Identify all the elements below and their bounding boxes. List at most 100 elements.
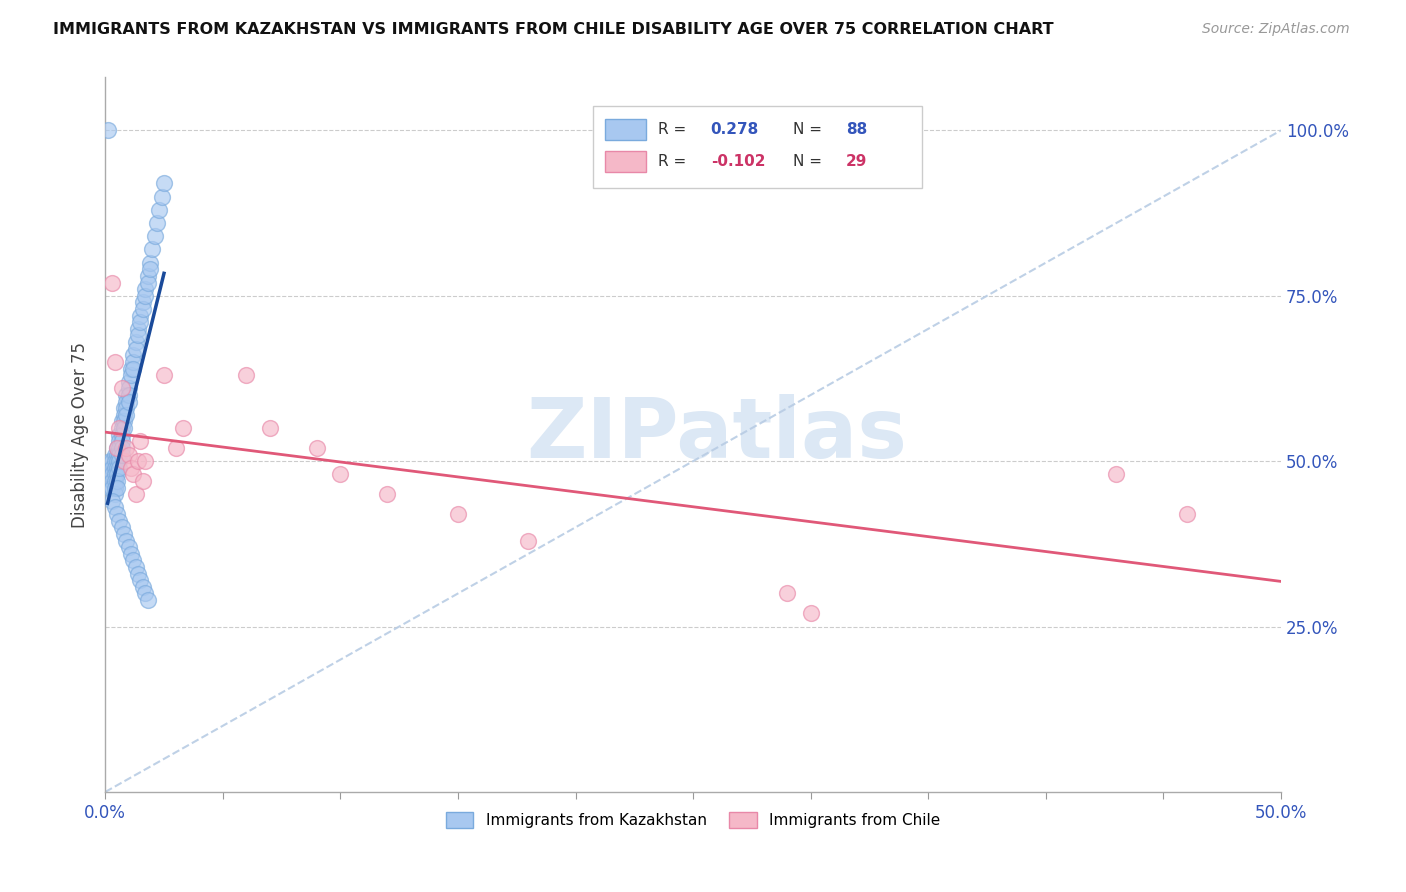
Point xyxy=(112,414,135,428)
Point xyxy=(134,289,156,303)
Point xyxy=(115,441,138,455)
Point xyxy=(108,454,131,468)
Point xyxy=(111,441,134,455)
Text: R =: R = xyxy=(658,122,690,137)
Text: 88: 88 xyxy=(846,122,868,137)
Point xyxy=(143,229,166,244)
Y-axis label: Disability Age Over 75: Disability Age Over 75 xyxy=(72,342,89,528)
Point xyxy=(111,448,134,462)
Point xyxy=(101,494,124,508)
Point xyxy=(115,533,138,548)
Point xyxy=(125,342,148,356)
Point xyxy=(112,408,135,422)
Point xyxy=(129,309,152,323)
Point xyxy=(172,421,194,435)
Point xyxy=(132,295,155,310)
Point xyxy=(118,381,141,395)
Point xyxy=(134,282,156,296)
Point xyxy=(98,467,121,482)
Bar xyxy=(605,119,645,140)
Point xyxy=(120,361,142,376)
Point xyxy=(111,427,134,442)
Point xyxy=(377,487,399,501)
Point xyxy=(800,607,823,621)
Point xyxy=(104,474,127,488)
Point xyxy=(118,540,141,554)
Point xyxy=(329,467,352,482)
Point xyxy=(104,481,127,495)
Point xyxy=(139,262,162,277)
Point xyxy=(105,474,128,488)
Point xyxy=(122,355,145,369)
Point xyxy=(153,368,176,383)
Point xyxy=(127,322,149,336)
Point xyxy=(104,355,127,369)
Point xyxy=(105,460,128,475)
Point xyxy=(776,586,799,600)
Point xyxy=(108,514,131,528)
Text: 0.278: 0.278 xyxy=(710,122,759,137)
Point xyxy=(112,527,135,541)
Point xyxy=(122,348,145,362)
Point xyxy=(122,361,145,376)
Point xyxy=(112,401,135,416)
Point xyxy=(125,334,148,349)
Point xyxy=(101,460,124,475)
Point xyxy=(122,467,145,482)
Point xyxy=(132,474,155,488)
Point xyxy=(129,434,152,449)
Point xyxy=(129,315,152,329)
Text: N =: N = xyxy=(793,154,827,169)
Point xyxy=(104,500,127,515)
Point xyxy=(104,454,127,468)
Point xyxy=(134,586,156,600)
Point xyxy=(115,408,138,422)
Point xyxy=(146,216,169,230)
Point xyxy=(112,421,135,435)
Point xyxy=(101,474,124,488)
Point xyxy=(108,448,131,462)
Point xyxy=(108,421,131,435)
Bar xyxy=(605,151,645,172)
Point xyxy=(129,574,152,588)
Point xyxy=(111,520,134,534)
Point xyxy=(235,368,257,383)
Point xyxy=(118,388,141,402)
Point xyxy=(111,421,134,435)
Point xyxy=(148,202,170,217)
Point xyxy=(120,460,142,475)
Point xyxy=(150,189,173,203)
Point xyxy=(98,454,121,468)
Point xyxy=(118,375,141,389)
Point xyxy=(111,434,134,449)
Point xyxy=(127,566,149,581)
Text: Source: ZipAtlas.com: Source: ZipAtlas.com xyxy=(1202,22,1350,37)
Point xyxy=(108,441,131,455)
Text: R =: R = xyxy=(658,154,690,169)
Point xyxy=(104,448,127,462)
Point xyxy=(105,441,128,455)
Point xyxy=(139,255,162,269)
Point xyxy=(120,368,142,383)
Point xyxy=(111,381,134,395)
Point xyxy=(115,401,138,416)
Point xyxy=(105,507,128,521)
Point xyxy=(98,481,121,495)
Point xyxy=(165,441,187,455)
Point xyxy=(127,328,149,343)
Point xyxy=(101,276,124,290)
Point xyxy=(105,454,128,468)
Point xyxy=(118,448,141,462)
Point xyxy=(127,454,149,468)
Point xyxy=(132,301,155,316)
Point xyxy=(104,487,127,501)
Point xyxy=(104,460,127,475)
Point xyxy=(125,560,148,574)
Point xyxy=(108,427,131,442)
Point xyxy=(104,467,127,482)
Point xyxy=(447,507,470,521)
Point xyxy=(115,394,138,409)
Point xyxy=(101,467,124,482)
Point xyxy=(134,454,156,468)
Text: IMMIGRANTS FROM KAZAKHSTAN VS IMMIGRANTS FROM CHILE DISABILITY AGE OVER 75 CORRE: IMMIGRANTS FROM KAZAKHSTAN VS IMMIGRANTS… xyxy=(53,22,1054,37)
